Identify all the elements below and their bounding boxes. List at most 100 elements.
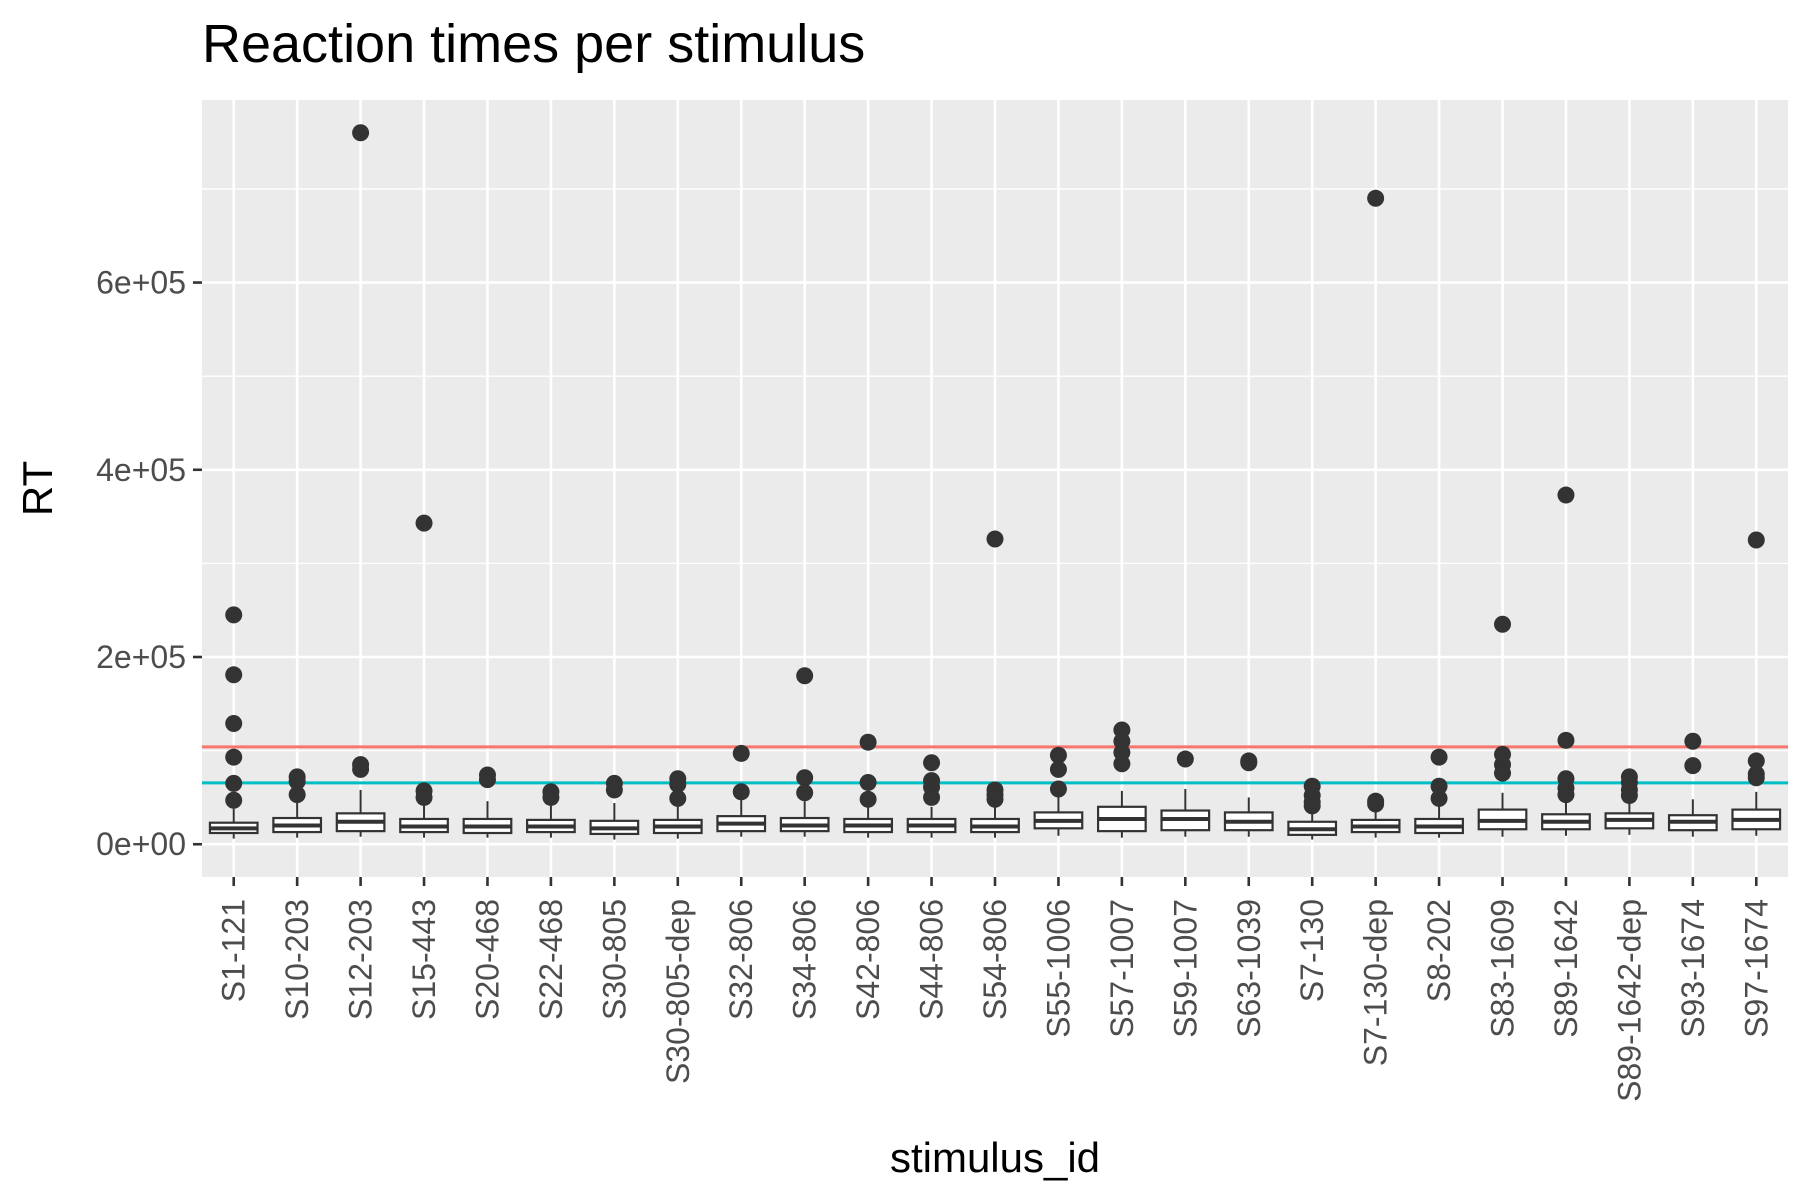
outlier-point [1747, 531, 1765, 549]
box-S30-805-dep [652, 770, 703, 839]
outlier-point [1747, 752, 1765, 770]
outlier-point [352, 124, 370, 142]
outlier-point [1557, 731, 1575, 749]
outlier-point [796, 784, 814, 802]
outlier-point [1494, 615, 1512, 633]
x-tick-label: S20-468 [469, 899, 505, 1020]
outlier-point [1430, 789, 1448, 807]
outlier-point [1367, 795, 1385, 813]
box-S42-806 [843, 733, 894, 838]
box-S55-1006 [1033, 746, 1084, 836]
outlier-point [859, 733, 877, 751]
outlier-point [415, 788, 433, 806]
x-tick-label: S30-805 [596, 899, 632, 1020]
outlier-point [986, 790, 1004, 808]
x-axis-title: stimulus_id [890, 1134, 1100, 1181]
outlier-point [288, 786, 306, 804]
outlier-point [732, 783, 750, 801]
outlier-point [1557, 786, 1575, 804]
y-axis: 0e+00 2e+05 4e+05 6e+05 [96, 265, 202, 862]
outlier-point [669, 789, 687, 807]
box-S93-1674 [1667, 732, 1718, 837]
box-S59-1007 [1160, 750, 1211, 837]
outlier-point [225, 714, 243, 732]
outlier-point [542, 788, 560, 806]
box-S7-130 [1287, 777, 1338, 840]
outlier-point [1176, 750, 1194, 768]
x-tick-label: S42-806 [850, 899, 886, 1020]
box-S83-1609 [1477, 615, 1528, 837]
box-S1-121 [208, 606, 259, 839]
x-tick-label: S93-1674 [1675, 899, 1711, 1038]
outlier-point [225, 666, 243, 684]
x-tick-label: S55-1006 [1040, 899, 1076, 1038]
outlier-point [796, 769, 814, 787]
x-tick-label: S83-1609 [1485, 899, 1521, 1038]
x-tick-label: S15-443 [406, 899, 442, 1020]
x-tick-label: S44-806 [914, 899, 950, 1020]
box-S30-805 [589, 774, 640, 840]
box-S89-1642 [1541, 486, 1591, 836]
x-tick-label: S8-202 [1421, 899, 1457, 1002]
box-S54-806 [970, 530, 1020, 838]
outlier-point [923, 788, 941, 806]
outlier-point [1049, 746, 1067, 764]
x-tick-label: S1-121 [216, 899, 252, 1002]
outlier-point [288, 773, 306, 791]
box-S89-1642-dep [1604, 768, 1655, 835]
x-tick-label: S7-130 [1294, 899, 1330, 1002]
box-S12-203 [335, 124, 386, 837]
box-S57-1007 [1096, 721, 1147, 838]
outlier-point [732, 744, 750, 762]
outlier-point [1747, 769, 1765, 787]
x-tick-label: S7-130-dep [1358, 899, 1394, 1066]
box-S44-806 [906, 754, 957, 838]
outlier-point [669, 775, 687, 793]
outlier-point [225, 791, 243, 809]
outlier-point [1430, 777, 1448, 795]
box-S34-806 [779, 667, 830, 837]
chart-title: Reaction times per stimulus [202, 14, 865, 74]
outlier-point [415, 514, 433, 532]
outlier-point [1113, 755, 1131, 773]
outlier-point [1240, 754, 1258, 772]
y-axis-title: RT [14, 461, 61, 516]
outlier-point [859, 773, 877, 791]
x-tick-label: S10-203 [279, 899, 315, 1020]
box-S20-468 [462, 766, 513, 838]
x-tick-label: S89-1642 [1548, 899, 1584, 1038]
outlier-point [1494, 764, 1512, 782]
x-tick-label: S97-1674 [1738, 899, 1774, 1038]
x-tick-label: S59-1007 [1167, 899, 1203, 1038]
outlier-point [859, 790, 877, 808]
x-tick-label: S57-1007 [1104, 899, 1140, 1038]
box-S63-1039 [1223, 752, 1274, 837]
outlier-point [225, 748, 243, 766]
outlier-point [352, 760, 370, 778]
outlier-point [1684, 757, 1702, 775]
x-tick-label: S12-203 [343, 899, 379, 1020]
box-S8-202 [1414, 748, 1464, 838]
outlier-point [1367, 189, 1385, 207]
outlier-point [923, 754, 941, 772]
box-S15-443 [399, 514, 449, 838]
x-tick-label: S63-1039 [1231, 899, 1267, 1038]
box-S10-203 [272, 768, 323, 838]
outlier-point [478, 771, 496, 789]
x-tick-label: S30-805-dep [660, 899, 696, 1084]
y-tick-label: 0e+00 [96, 826, 186, 862]
outlier-point [1303, 797, 1321, 815]
box-S97-1674 [1731, 531, 1782, 836]
outlier-point [225, 774, 243, 792]
outlier-point [1049, 780, 1067, 798]
outlier-point [605, 781, 623, 799]
box-S7-130-dep [1350, 189, 1401, 838]
outlier-point [1049, 760, 1067, 778]
outlier-point [1430, 748, 1448, 766]
x-tick-label: S32-806 [723, 899, 759, 1020]
outlier-point [1684, 732, 1702, 750]
x-tick-label: S34-806 [787, 899, 823, 1020]
outlier-point [796, 667, 814, 685]
